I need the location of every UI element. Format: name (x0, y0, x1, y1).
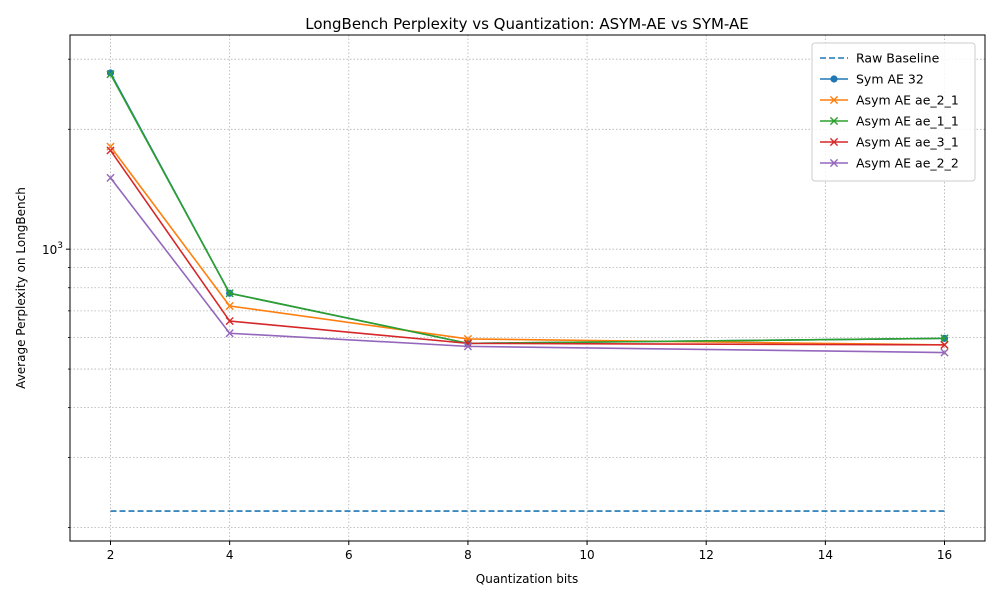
x-tick-label: 6 (345, 548, 353, 562)
data-point (940, 340, 949, 349)
legend-item: Asym AE ae_1_1 (820, 114, 959, 129)
y-tick-label: 103 (42, 241, 63, 257)
legend: Raw Baseline Sym AE 32 Asym AE ae_2_1 Asym … (811, 42, 976, 182)
legend-label: Asym AE ae_1_1 (856, 114, 959, 129)
legend-label: Raw Baseline (856, 51, 940, 66)
legend-label: Asym AE ae_3_1 (856, 135, 959, 150)
data-point (225, 289, 234, 298)
legend-box (811, 42, 976, 182)
series-line (109, 73, 945, 345)
data-point (225, 301, 234, 311)
legend-item: Raw Baseline (820, 51, 940, 66)
legend-item: Asym AE ae_2_1 (820, 93, 959, 108)
x-tick-label: 10 (579, 548, 594, 562)
legend-label: Sym AE 32 (856, 72, 924, 87)
data-point (940, 334, 949, 343)
series-layer (106, 69, 949, 512)
data-point (106, 173, 115, 182)
legend-item: Asym AE ae_2_2 (820, 156, 959, 171)
axes: 2 4 6 8 10 12 14 16 103 (42, 58, 952, 562)
legend-item: Asym AE ae_3_1 (820, 135, 959, 150)
series-line (109, 177, 945, 354)
data-point (106, 70, 115, 79)
x-tick-label: 8 (464, 548, 472, 562)
data-point (106, 69, 115, 77)
data-point (225, 329, 234, 338)
data-point (940, 348, 949, 357)
x-tick-label: 16 (937, 548, 952, 562)
x-tick-label: 14 (818, 548, 833, 562)
data-point (106, 146, 115, 155)
x-tick-label: 12 (699, 548, 714, 562)
legend-marker (829, 137, 839, 147)
x-tick-label: 4 (226, 548, 234, 562)
data-point (225, 316, 234, 326)
legend-marker (829, 116, 839, 126)
x-axis-label: Quantization bits (476, 572, 578, 586)
legend-marker (830, 75, 838, 83)
legend-label: Asym AE ae_2_2 (856, 156, 959, 171)
chart-title: LongBench Perplexity vs Quantization: AS… (305, 15, 749, 33)
grid-lines (70, 35, 985, 541)
legend-label: Asym AE ae_2_1 (856, 93, 959, 108)
y-axis-label: Average Perplexity on LongBench (14, 187, 28, 389)
series-asym-ae-ae-2-2 (106, 173, 949, 357)
legend-item: Sym AE 32 (820, 72, 924, 87)
legend-marker (829, 158, 839, 168)
series-line (109, 149, 945, 346)
data-point (463, 342, 473, 351)
series-line (109, 146, 945, 346)
x-tick-label: 2 (107, 548, 115, 562)
legend-marker (829, 95, 839, 105)
